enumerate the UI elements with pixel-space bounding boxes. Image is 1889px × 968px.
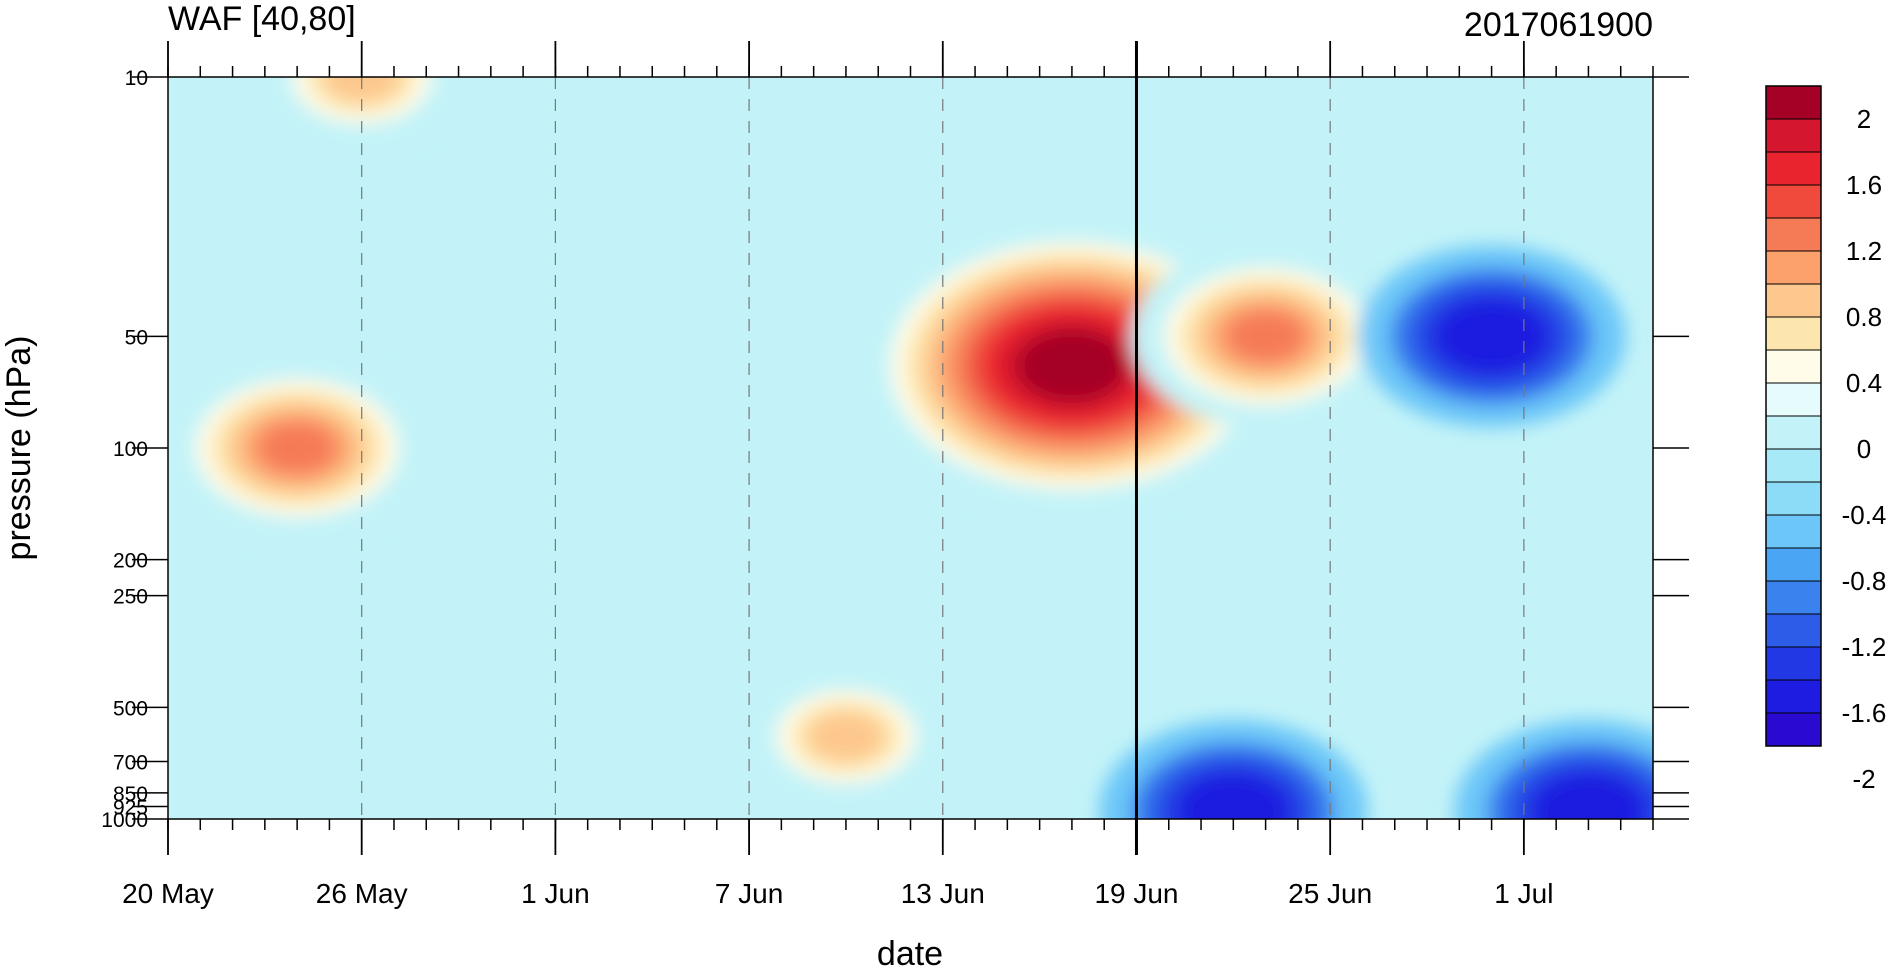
colorbar-swatch: [1765, 514, 1822, 549]
contour-band: [1195, 785, 1272, 819]
contour-band: [1227, 311, 1304, 362]
colorbar-swatch: [1765, 283, 1822, 318]
x-tick-label: 7 Jun: [715, 878, 784, 909]
colorbar-label: 0.8: [1846, 302, 1882, 332]
colorbar-frame: [1765, 85, 1822, 747]
y-tick-label: 100: [113, 438, 148, 461]
y-tick-label: 200: [113, 550, 148, 573]
colorbar-swatch: [1765, 349, 1822, 384]
feature-7: [1099, 719, 1368, 819]
y-tick-label: 500: [113, 697, 148, 720]
feature-2: [168, 357, 432, 539]
y-tick-label: 850: [113, 783, 148, 806]
contour-band: [1550, 785, 1627, 819]
colorbar-swatch: [1765, 580, 1822, 615]
y-tick-label: 1000: [101, 809, 148, 832]
x-tick-label: 25 Jun: [1288, 878, 1372, 909]
colorbar-swatch: [1765, 382, 1822, 417]
colorbar-swatch: [1765, 547, 1822, 582]
x-tick-label: 1 Jul: [1494, 878, 1553, 909]
colorbar-swatch: [1765, 85, 1822, 120]
colorbar-label: 0: [1857, 434, 1871, 464]
x-tick-label: 20 May: [122, 878, 214, 909]
feature-6: [1454, 719, 1653, 819]
x-tick-label: 1 Jun: [521, 878, 590, 909]
contour-band: [1453, 311, 1530, 362]
y-tick-label: 10: [125, 67, 148, 90]
y-axis-label: pressure (hPa): [0, 336, 38, 561]
chart-title: WAF [40,80]: [168, 0, 356, 38]
colorbar-swatch: [1765, 151, 1822, 186]
feature-4: [743, 667, 948, 806]
x-tick-label: 26 May: [316, 878, 408, 909]
x-axis: 20 May 26 May 1 Jun 7 Jun 13 Jun 19 Jun 25 Jun…: [122, 41, 1654, 909]
colorbar-swatch: [1765, 679, 1822, 714]
feature-1: [1131, 245, 1400, 428]
x-axis-label: date: [877, 935, 943, 968]
colorbar-swatch: [1765, 646, 1822, 681]
colorbar-label: -0.8: [1842, 566, 1887, 596]
colorbar-label: 2: [1857, 104, 1871, 134]
colorbar-label: 0.4: [1846, 368, 1882, 398]
x-tick-label: 19 Jun: [1094, 878, 1178, 909]
colorbar-label: -1.2: [1842, 632, 1887, 662]
contour-band: [259, 423, 336, 473]
colorbar-swatch: [1765, 184, 1822, 219]
colorbar-label: -2: [1852, 764, 1875, 794]
chart-subtitle: 2017061900: [1464, 6, 1653, 44]
colorbar: 2 1.6 1.2 0.8 0.4 0 -0.4 -0.8 -1.2 -1.6 -2: [1765, 85, 1887, 794]
y-tick-label: 250: [113, 586, 148, 609]
y-tick-label: 50: [125, 326, 148, 349]
colorbar-swatch: [1765, 250, 1822, 285]
contour-band: [807, 711, 884, 762]
colorbar-label: -0.4: [1842, 500, 1887, 530]
colorbar-swatch: [1765, 712, 1822, 747]
feature-5: [1357, 245, 1626, 428]
colorbar-swatch: [1765, 316, 1822, 351]
colorbar-swatch: [1765, 448, 1822, 483]
colorbar-swatch: [1765, 613, 1822, 648]
colorbar-swatch: [1765, 415, 1822, 450]
contour-band: [1033, 340, 1110, 391]
plot-area: [167, 41, 1654, 855]
colorbar-swatch: [1765, 481, 1822, 516]
contour-band: [323, 77, 400, 102]
colorbar-swatch: [1765, 217, 1822, 252]
colorbar-label: 1.2: [1846, 236, 1882, 266]
y-tick-label: 700: [113, 752, 148, 775]
x-tick-label: 13 Jun: [901, 878, 985, 909]
contour-field: [168, 77, 1653, 819]
y-tick-label: 925: [113, 796, 148, 819]
contour-fill: [168, 77, 1653, 819]
colorbar-swatch: [1765, 118, 1822, 153]
colorbar-label: -1.6: [1842, 698, 1887, 728]
colorbar-label: 1.6: [1846, 170, 1882, 200]
